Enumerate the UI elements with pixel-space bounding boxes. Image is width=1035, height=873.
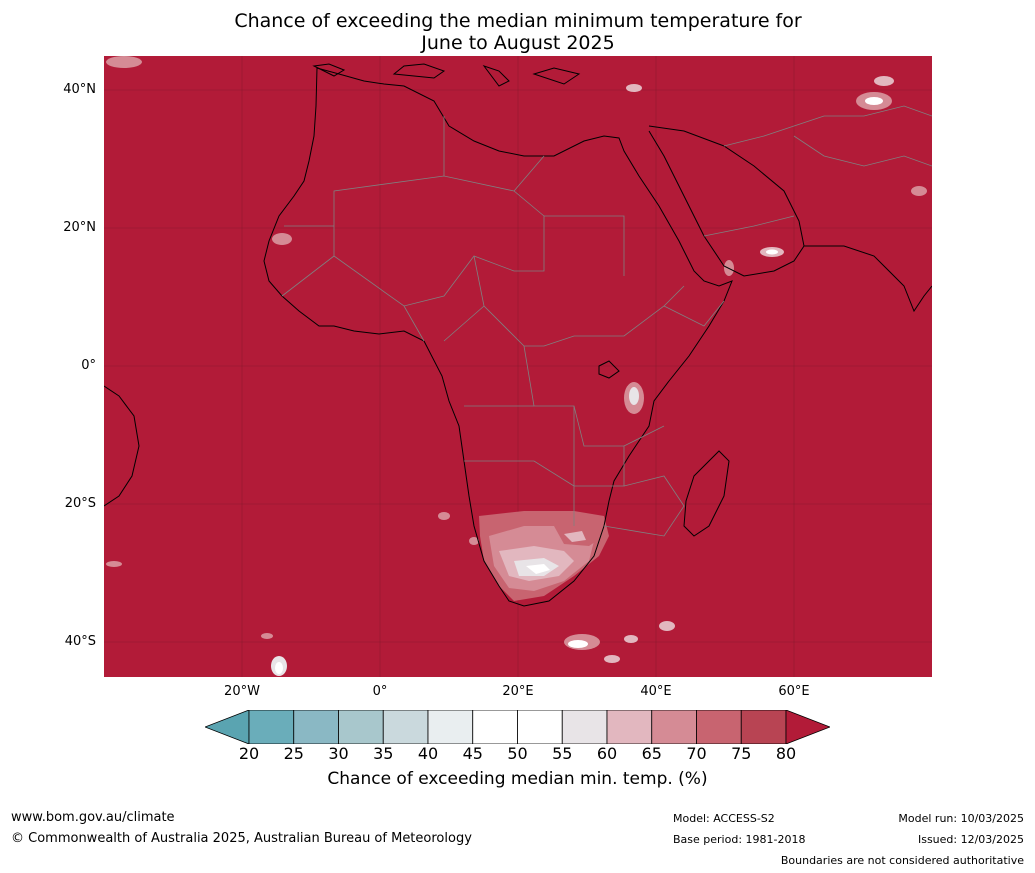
map-panel: [104, 56, 932, 677]
lon-label-20e: 20°E: [502, 684, 534, 699]
footer-copyright: © Commonwealth of Australia 2025, Austra…: [11, 831, 472, 846]
lon-label-0: 0°: [372, 684, 388, 699]
colorbar-svg: [203, 709, 832, 745]
colorbar-tick-label: 45: [462, 744, 483, 763]
colorbar-tick-label: 75: [731, 744, 752, 763]
colorbar-swatch: [248, 709, 295, 745]
lon-label-60e: 60°E: [778, 684, 810, 699]
colorbar-high-arrow: [785, 709, 832, 745]
colorbar-swatch: [293, 709, 339, 745]
lat-label-20n: 20°N: [63, 220, 96, 235]
footer-issued: Issued: 12/03/2025: [917, 833, 1024, 846]
minor-anomalies: [106, 56, 927, 676]
colorbar-swatch: [427, 709, 474, 745]
colorbar-swatch: [472, 709, 518, 745]
colorbar-swatch: [740, 709, 787, 745]
lon-label-20w: 20°W: [224, 684, 260, 699]
colorbar-swatch: [561, 709, 608, 745]
lat-label-40s: 40°S: [64, 634, 96, 649]
colorbar-tick-label: 20: [238, 744, 260, 763]
lat-label-0: 0°: [81, 358, 96, 373]
colorbar-tick-label: 35: [373, 744, 394, 763]
lon-label-40e: 40°E: [640, 684, 672, 699]
graticule: [104, 56, 932, 677]
colorbar-swatch: [651, 709, 697, 745]
colorbar-label: Chance of exceeding median min. temp. (%…: [327, 769, 708, 789]
colorbar-swatch: [606, 709, 653, 745]
footer-base-period: Base period: 1981-2018: [673, 833, 806, 846]
colorbar-swatch: [517, 709, 563, 745]
colorbar-tick-label: 30: [328, 744, 349, 763]
colorbar-tick-label: 70: [686, 744, 707, 763]
colorbar-tick-label: 80: [775, 744, 797, 763]
colorbar-tick-label: 40: [417, 744, 439, 763]
colorbar: [203, 709, 832, 745]
footer-model-run: Model run: 10/03/2025: [898, 812, 1024, 825]
footer-disclaimer: Boundaries are not considered authoritat…: [780, 854, 1024, 867]
map-svg: [104, 56, 932, 677]
southern-africa-anomaly: [479, 511, 609, 601]
colorbar-tick-label: 50: [507, 744, 528, 763]
lat-label-40n: 40°N: [63, 82, 96, 97]
colorbar-low-arrow: [203, 709, 250, 745]
colorbar-swatch: [382, 709, 429, 745]
lat-label-20s: 20°S: [64, 496, 96, 511]
colorbar-tick-label: 25: [283, 744, 304, 763]
colorbar-swatch: [338, 709, 384, 745]
colorbar-tick-label: 55: [552, 744, 573, 763]
title-line-2: June to August 2025: [421, 32, 615, 54]
colorbar-tick-label: 65: [641, 744, 662, 763]
footer-url[interactable]: www.bom.gov.au/climate: [11, 810, 175, 825]
colorbar-swatch: [696, 709, 742, 745]
footer-model: Model: ACCESS-S2: [673, 812, 775, 825]
colorbar-tick-label: 60: [596, 744, 618, 763]
country-borders: [281, 105, 932, 537]
title-line-1: Chance of exceeding the median minimum t…: [234, 10, 802, 32]
map-title: Chance of exceeding the median minimum t…: [104, 10, 932, 54]
